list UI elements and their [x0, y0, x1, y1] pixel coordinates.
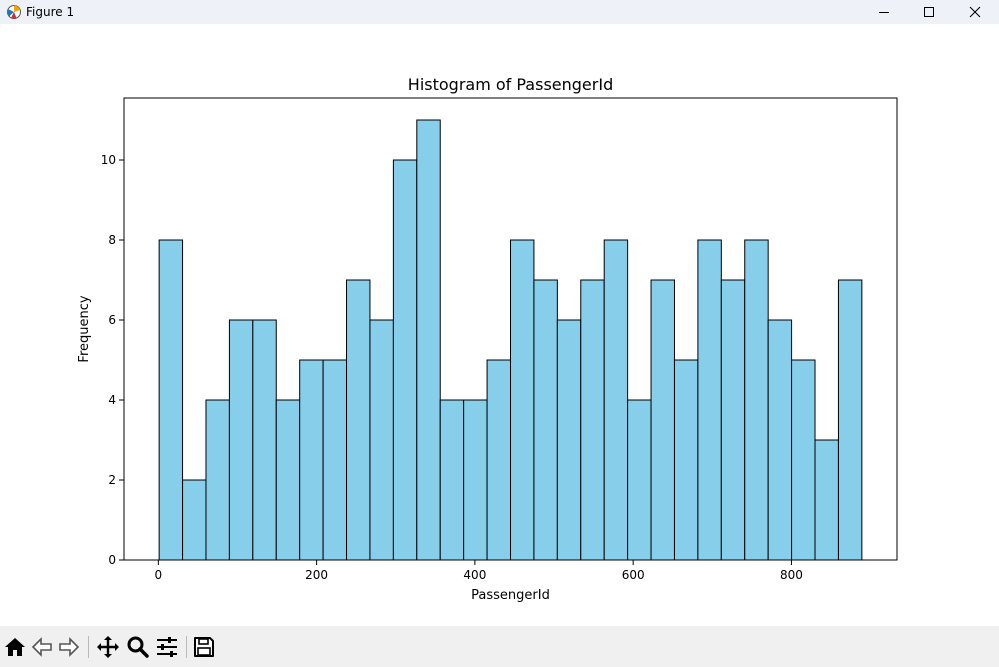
histogram-bar — [580, 279, 605, 561]
zoom-icon — [127, 636, 149, 658]
maximize-icon — [924, 7, 934, 17]
histogram-bar — [182, 479, 207, 561]
window-title: Figure 1 — [26, 5, 75, 19]
y-tick-label: 10 — [101, 153, 116, 167]
zoom-button[interactable] — [125, 634, 151, 660]
histogram-bar — [416, 119, 441, 561]
figure-app-icon — [7, 5, 21, 19]
pan-button[interactable] — [95, 634, 121, 660]
chart-title: Histogram of PassengerId — [408, 75, 613, 94]
back-icon — [31, 637, 52, 657]
histogram-bar — [392, 159, 418, 561]
save-button[interactable] — [191, 634, 217, 660]
close-icon — [969, 6, 981, 18]
back-button[interactable] — [29, 634, 55, 660]
home-icon — [5, 638, 25, 656]
close-button[interactable] — [952, 0, 998, 24]
histogram-chart: Histogram of PassengerId 0 200 400 600 800 0… — [77, 75, 898, 603]
x-axis-label: PassengerId — [471, 588, 550, 603]
axes-frame — [123, 97, 898, 561]
y-axis-ticks: 0 2 4 6 8 10 — [101, 153, 124, 567]
histogram-bar — [814, 439, 839, 561]
figure-canvas[interactable]: Histogram of PassengerId 0 200 400 600 800 0… — [0, 24, 999, 626]
y-tick-label: 6 — [108, 313, 116, 327]
y-tick-label: 2 — [108, 473, 116, 487]
maximize-button[interactable] — [906, 0, 952, 24]
histogram-bar — [275, 399, 301, 561]
configure-subplots-icon — [157, 637, 177, 657]
x-axis-ticks: 0 200 400 600 800 — [155, 560, 803, 582]
histogram-bar — [228, 319, 254, 561]
histogram-bar — [322, 359, 348, 561]
histogram-bar — [744, 239, 769, 561]
histogram-bar — [486, 359, 511, 561]
histogram-bar — [720, 279, 746, 561]
histogram-bar — [556, 319, 582, 561]
histogram-bar — [346, 279, 371, 561]
y-tick-label: 4 — [108, 393, 116, 407]
histogram-bar — [299, 359, 324, 561]
histogram-bar — [627, 399, 652, 561]
configure-subplots-button[interactable] — [154, 634, 180, 660]
forward-icon — [59, 637, 80, 657]
histogram-bar — [673, 359, 699, 561]
x-tick-label: 400 — [463, 568, 486, 582]
x-tick-label: 600 — [622, 568, 645, 582]
y-tick-label: 0 — [108, 553, 116, 567]
bars-group — [158, 119, 863, 561]
histogram-bar — [205, 399, 230, 561]
histogram-bar — [697, 239, 722, 561]
home-button[interactable] — [2, 634, 28, 660]
minimize-icon — [879, 12, 889, 13]
toolbar-separator — [88, 636, 89, 658]
histogram-bar — [439, 399, 465, 561]
histogram-bar — [650, 279, 675, 561]
window-titlebar: Figure 1 — [0, 0, 999, 24]
histogram-bar — [369, 319, 394, 561]
histogram-bar — [463, 399, 488, 561]
toolbar-separator — [186, 636, 187, 658]
pan-icon — [97, 636, 119, 658]
histogram-bar — [533, 279, 558, 561]
histogram-bar — [767, 319, 793, 561]
x-tick-label: 800 — [780, 568, 803, 582]
y-axis-label: Frequency — [77, 295, 92, 362]
x-tick-label: 0 — [155, 568, 163, 582]
histogram-bar — [510, 239, 535, 561]
y-tick-label: 8 — [108, 233, 116, 247]
histogram-bar — [603, 239, 629, 561]
minimize-button[interactable] — [861, 0, 907, 24]
forward-button[interactable] — [56, 634, 82, 660]
histogram-bar — [837, 279, 863, 561]
save-icon — [194, 637, 214, 657]
histogram-bar — [158, 239, 184, 561]
x-tick-label: 200 — [305, 568, 328, 582]
navigation-toolbar — [0, 626, 999, 667]
histogram-bar — [791, 359, 816, 561]
histogram-bar — [252, 319, 277, 561]
